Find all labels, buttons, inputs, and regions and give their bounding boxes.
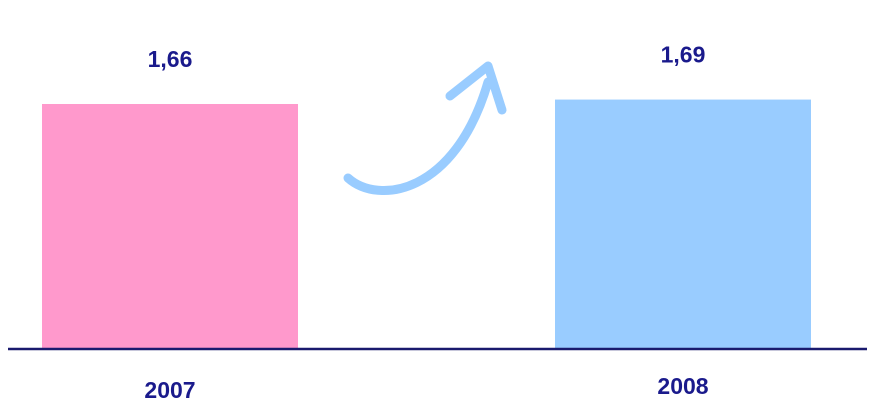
value-label-2007: 1,66 bbox=[148, 46, 193, 72]
bar-2007 bbox=[42, 104, 298, 349]
bars-group bbox=[42, 99, 811, 349]
category-label-2007: 2007 bbox=[144, 377, 195, 403]
value-label-2008: 1,69 bbox=[661, 42, 706, 68]
category-labels-group: 2007 2008 bbox=[144, 373, 708, 403]
category-label-2008: 2008 bbox=[657, 373, 708, 399]
bar-2008 bbox=[555, 99, 811, 349]
value-labels-group: 1,66 1,69 bbox=[148, 42, 706, 72]
curved-up-arrow-icon bbox=[343, 61, 507, 195]
